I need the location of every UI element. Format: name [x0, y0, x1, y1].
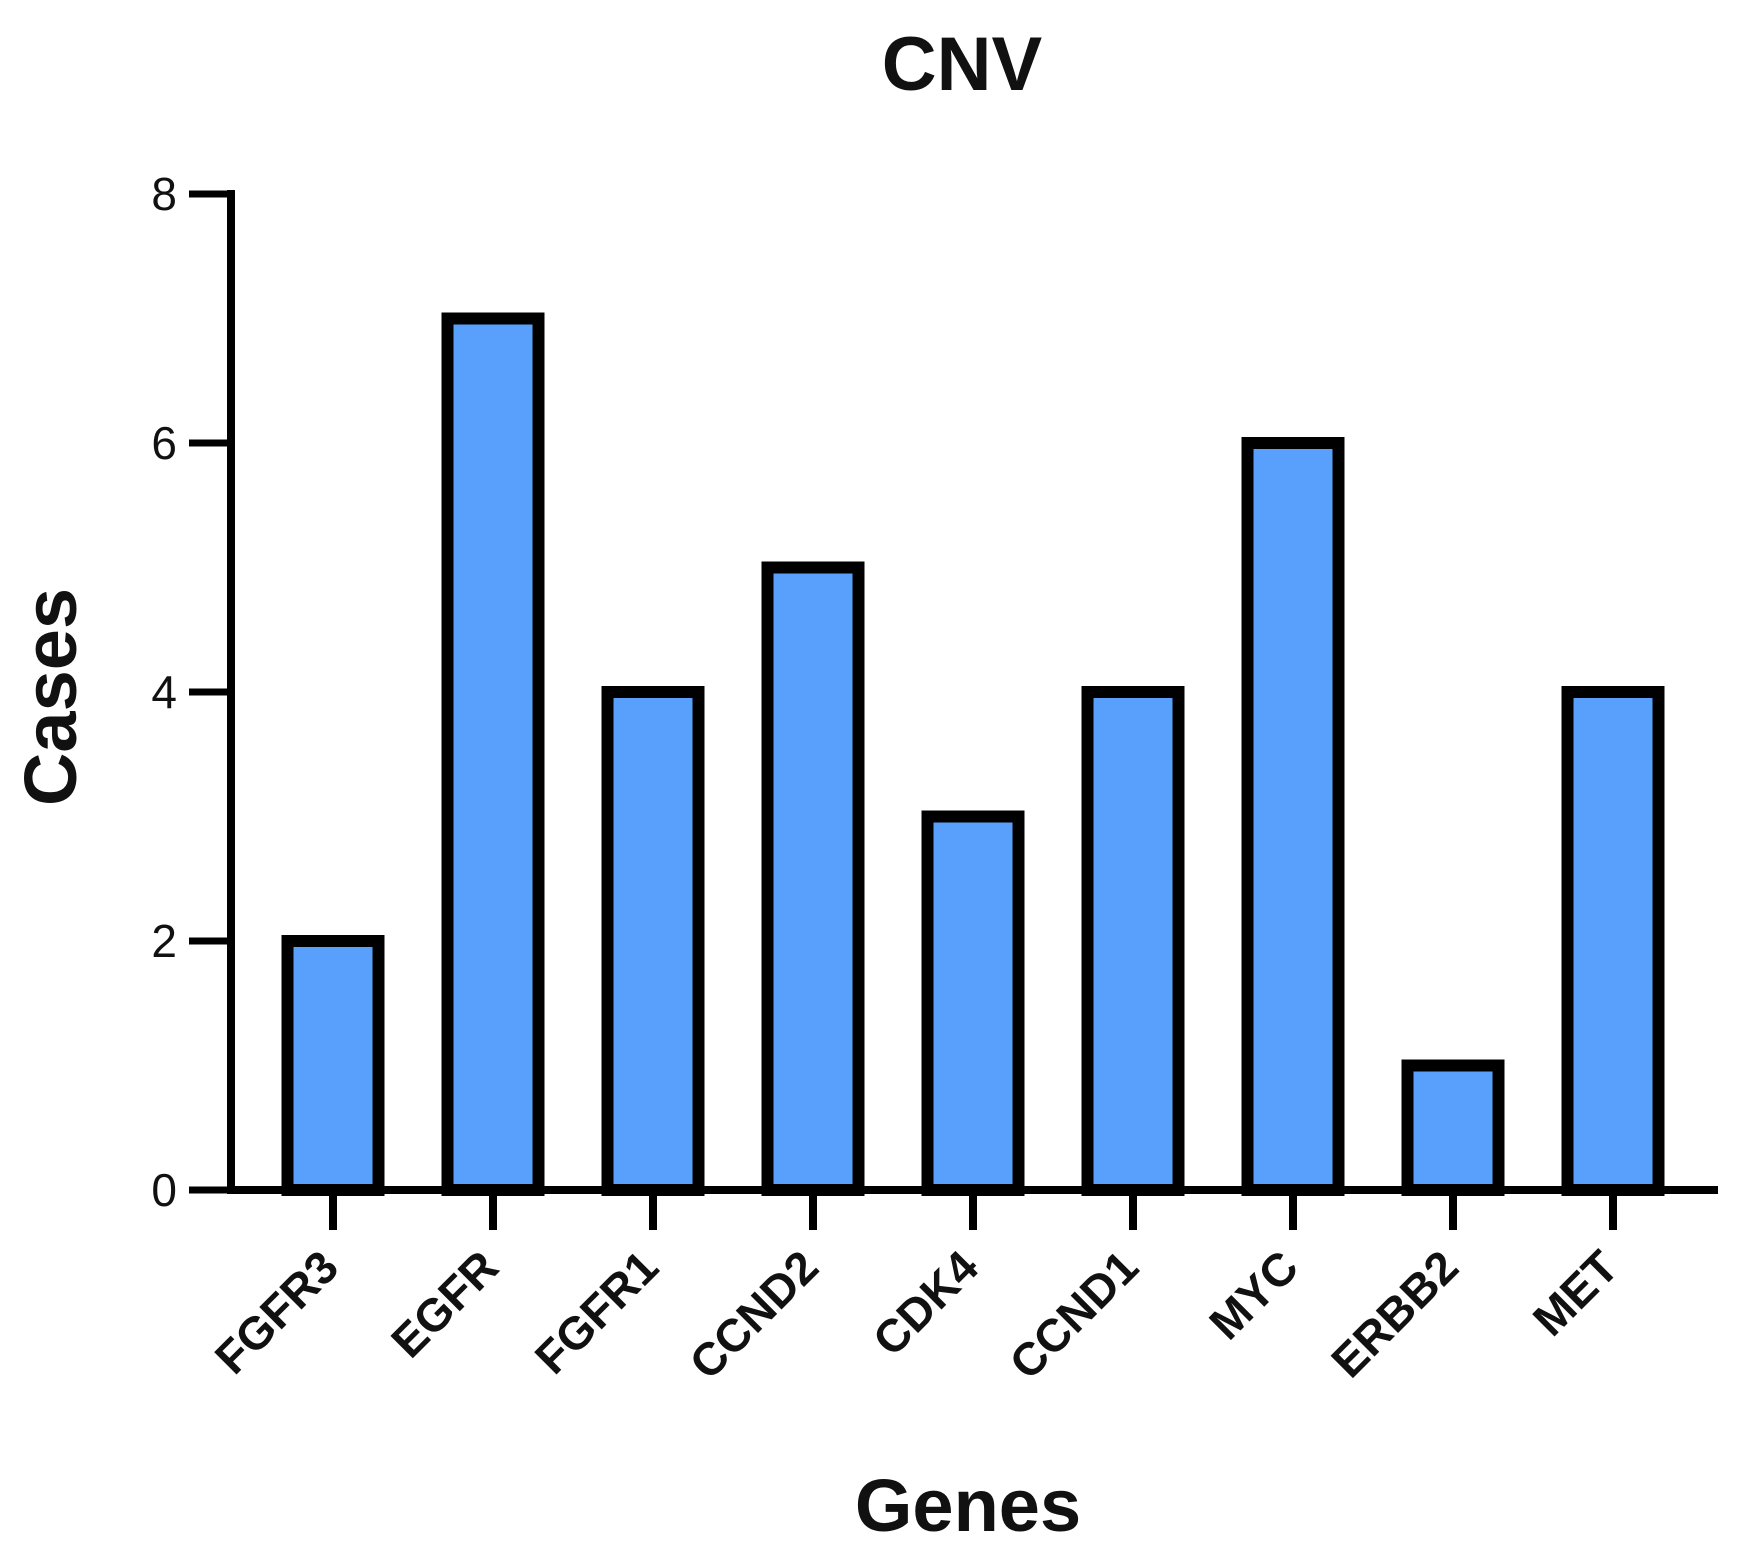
- bar-ccnd1: [1081, 686, 1185, 1196]
- x-tick-label: CCND1: [999, 1240, 1148, 1389]
- x-tick-label: MET: [1523, 1240, 1628, 1345]
- x-axis-title: Genes: [855, 1464, 1081, 1547]
- bar-ccnd2: [761, 561, 865, 1196]
- y-tick-label: 6: [151, 417, 177, 469]
- x-tick-label: EGFR: [381, 1240, 508, 1367]
- x-tick-label: MYC: [1199, 1240, 1308, 1349]
- x-tick-label: FGFR3: [205, 1240, 348, 1383]
- bar-erbb2: [1401, 1059, 1505, 1196]
- y-axis-ticks: 0 2 4 6 8: [151, 168, 231, 1216]
- x-tick-label: CDK4: [863, 1240, 989, 1366]
- bar-met: [1561, 686, 1665, 1196]
- y-tick-label: 2: [151, 915, 177, 967]
- bar-fgfr1: [601, 686, 705, 1196]
- bar-egfr: [441, 312, 545, 1196]
- bar-cdk4: [921, 810, 1025, 1196]
- x-tick-label: ERBB2: [1321, 1240, 1468, 1387]
- y-tick-label: 0: [151, 1164, 177, 1216]
- bar-fgfr3: [281, 935, 385, 1196]
- bar-series: [281, 312, 1665, 1196]
- bar-myc: [1241, 437, 1345, 1196]
- x-axis-ticks: FGFR3 EGFR FGFR1 CCND2 CDK4 CCND1 MYC ERBB2 MET: [205, 1190, 1628, 1389]
- y-tick-label: 4: [151, 666, 177, 718]
- chart-title: CNV: [882, 22, 1043, 107]
- x-tick-label: CCND2: [679, 1240, 828, 1389]
- y-tick-label: 8: [151, 168, 177, 220]
- y-axis-title: Cases: [9, 588, 92, 806]
- x-tick-label: FGFR1: [525, 1240, 668, 1383]
